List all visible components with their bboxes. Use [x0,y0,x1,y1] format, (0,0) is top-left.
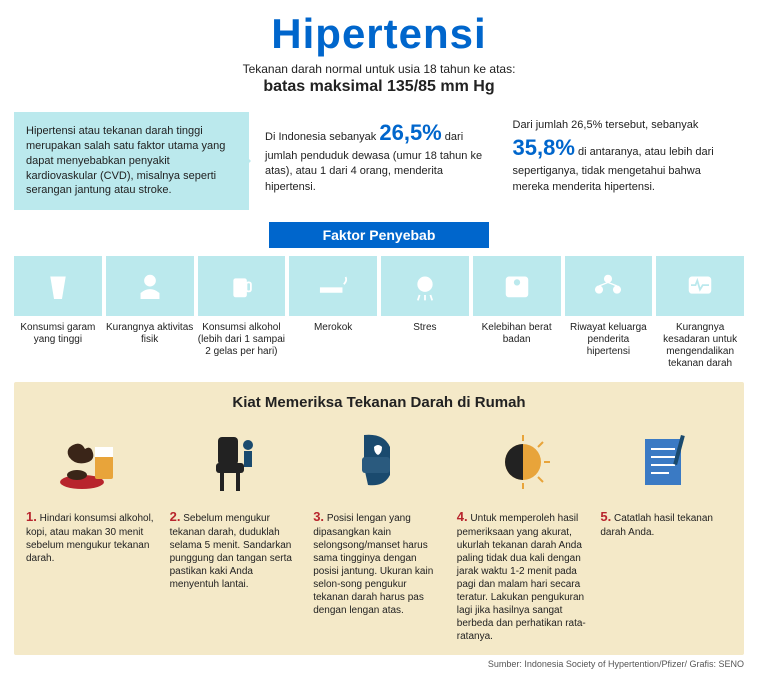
factor-activity: Kurangnya aktivitas fisik [106,256,194,370]
chair-icon [170,423,302,501]
factor-label: Konsumsi garam yang tinggi [14,322,102,346]
tip-2: 2. Sebelum mengukur tekanan darah, duduk… [170,423,302,643]
heart-monitor-icon [656,256,744,316]
tip-num: 1. [26,509,37,524]
stat-1: Di Indonesia sebanyak 26,5% dari jumlah … [261,112,497,210]
page-title: Hipertensi [14,10,744,58]
scale-icon [473,256,561,316]
tips-section: Kiat Memeriksa Tekanan Darah di Rumah 1.… [14,382,744,655]
factor-label: Kurangnya aktivitas fisik [106,322,194,346]
cigarette-icon [289,256,377,316]
arm-cuff-icon [313,423,445,501]
factor-weight: Kelebihan berat badan [473,256,561,370]
beer-icon [198,256,286,316]
stat2-pct: 35,8% [513,135,575,160]
stress-icon [381,256,469,316]
tip-text: Hindari konsumsi alkohol, kopi, atau mak… [26,513,154,564]
tip-num: 4. [457,509,468,524]
factor-label: Konsumsi alkohol (lebih dari 1 sampai 2 … [198,322,286,358]
tip-text: Catatlah hasil tekanan darah Anda. [600,513,713,538]
stat2-pre: Dari jumlah 26,5% tersebut, sebanyak [513,119,699,131]
tips-row: 1. Hindari konsumsi alkohol, kopi, atau … [26,423,732,643]
tip-num: 3. [313,509,324,524]
stat1-pct: 26,5% [379,120,441,145]
factors-row: Konsumsi garam yang tinggi Kurangnya akt… [14,256,744,370]
factor-salt: Konsumsi garam yang tinggi [14,256,102,370]
tip-4: 4. Untuk memperoleh hasil pemeriksaan ya… [457,423,589,643]
factor-label: Merokok [289,322,377,334]
factor-label: Stres [381,322,469,334]
sleep-icon [106,256,194,316]
tip-text: Posisi lengan yang dipasangkan kain selo… [313,513,433,616]
source-credit: Sumber: Indonesia Society of Hypertentio… [14,659,744,669]
tips-heading: Kiat Memeriksa Tekanan Darah di Rumah [26,394,732,411]
intro-box: Hipertensi atau tekanan darah tinggi mer… [14,112,249,210]
tip-text: Sebelum mengukur tekanan darah, duduklah… [170,513,292,590]
factor-label: Riwayat keluarga penderita hipertensi [565,322,653,358]
factor-smoking: Merokok [289,256,377,370]
tip-1: 1. Hindari konsumsi alkohol, kopi, atau … [26,423,158,643]
tip-text: Untuk memperoleh hasil pemeriksaan yang … [457,513,586,642]
tip-num: 5. [600,509,611,524]
factor-label: Kelebihan berat badan [473,322,561,346]
factor-label: Kurangnya kesadaran untuk mengendalikan … [656,322,744,370]
factor-awareness: Kurangnya kesadaran untuk mengendalikan … [656,256,744,370]
subtitle: Tekanan darah normal untuk usia 18 tahun… [14,62,744,76]
factor-alcohol: Konsumsi alkohol (lebih dari 1 sampai 2 … [198,256,286,370]
subtitle-bold: batas maksimal 135/85 mm Hg [14,78,744,96]
notepad-icon [600,423,732,501]
sun-moon-icon [457,423,589,501]
tip-5: 5. Catatlah hasil tekanan darah Anda. [600,423,732,643]
factor-family: Riwayat keluarga penderita hipertensi [565,256,653,370]
salt-icon [14,256,102,316]
tip-3: 3. Posisi lengan yang dipasangkan kain s… [313,423,445,643]
stat-2: Dari jumlah 26,5% tersebut, sebanyak 35,… [509,112,745,210]
stat1-pre: Di Indonesia sebanyak [265,131,379,143]
factor-stress: Stres [381,256,469,370]
intro-row: Hipertensi atau tekanan darah tinggi mer… [14,112,744,210]
family-icon [565,256,653,316]
tip-num: 2. [170,509,181,524]
factor-heading: Faktor Penyebab [269,222,489,248]
food-drink-icon [26,423,158,501]
